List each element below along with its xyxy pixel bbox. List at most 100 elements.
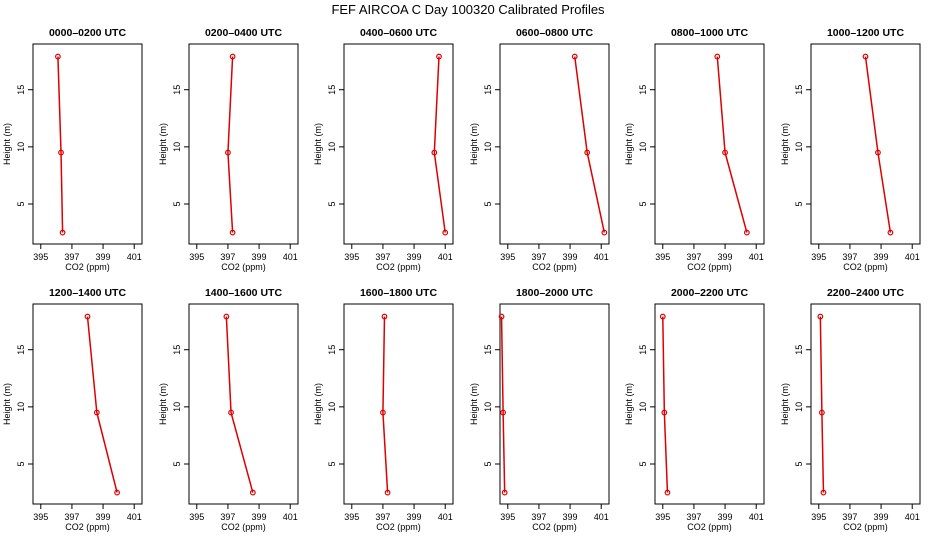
y-tick-label: 15 bbox=[638, 345, 648, 355]
x-tick-label: 397 bbox=[220, 512, 235, 522]
x-tick-label: 401 bbox=[905, 252, 920, 262]
x-tick-label: 395 bbox=[811, 252, 826, 262]
x-tick-label: 399 bbox=[563, 252, 578, 262]
x-tick-label: 397 bbox=[686, 252, 701, 262]
profile-point bbox=[817, 313, 824, 320]
x-tick-label: 399 bbox=[718, 512, 733, 522]
x-axis-label: CO2 (ppm) bbox=[532, 262, 577, 272]
x-tick-label: 397 bbox=[531, 512, 546, 522]
y-tick-label: 15 bbox=[483, 85, 493, 95]
profile-point bbox=[500, 409, 507, 416]
profile-point bbox=[875, 149, 881, 156]
x-tick-label: 401 bbox=[749, 252, 764, 262]
panel-9: 1600–1800 UTC 395 397 399 401 5 10 15 CO2 (ppm) H… bbox=[313, 287, 454, 532]
profile-point bbox=[819, 409, 825, 416]
x-tick-label: 397 bbox=[842, 512, 857, 522]
panel-11: 2000–2200 UTC 395 397 399 401 5 10 15 CO2 (ppm) H… bbox=[624, 287, 765, 532]
panel-title: 1800–2000 UTC bbox=[516, 287, 593, 299]
profile-line bbox=[500, 316, 506, 493]
panel-title: 2000–2200 UTC bbox=[671, 287, 748, 299]
x-tick-label: 395 bbox=[189, 512, 204, 522]
profile-point bbox=[887, 229, 894, 236]
x-tick-label: 395 bbox=[500, 252, 515, 262]
y-tick-label: 10 bbox=[16, 402, 26, 412]
profile-point bbox=[84, 313, 91, 320]
y-axis-label: Height (m) bbox=[469, 123, 479, 165]
y-tick-label: 10 bbox=[172, 402, 182, 412]
panel-title: 0600–0800 UTC bbox=[516, 27, 593, 39]
panel-4: 0600–0800 UTC 395 397 399 401 5 10 15 CO2 (ppm) H… bbox=[469, 27, 610, 272]
y-tick-label: 5 bbox=[638, 461, 648, 466]
profile-point bbox=[661, 409, 668, 416]
x-tick-label: 397 bbox=[220, 252, 235, 262]
plot-frame bbox=[188, 303, 299, 505]
profile-line bbox=[819, 316, 825, 493]
profile-point bbox=[659, 313, 666, 320]
x-tick-label: 397 bbox=[64, 512, 79, 522]
profile-point bbox=[498, 313, 505, 320]
y-axis-label: Height (m) bbox=[780, 123, 790, 165]
plot-frame bbox=[343, 43, 454, 245]
y-tick-label: 5 bbox=[16, 461, 26, 466]
y-tick-label: 10 bbox=[16, 142, 26, 152]
y-tick-label: 15 bbox=[327, 85, 337, 95]
x-axis-label: CO2 (ppm) bbox=[843, 262, 888, 272]
x-tick-label: 395 bbox=[33, 512, 48, 522]
y-tick-label: 5 bbox=[16, 201, 26, 206]
panel-title: 0000–0200 UTC bbox=[49, 27, 126, 39]
x-axis-label: CO2 (ppm) bbox=[532, 522, 577, 532]
y-tick-label: 15 bbox=[172, 85, 182, 95]
x-tick-label: 399 bbox=[252, 252, 267, 262]
x-tick-label: 401 bbox=[594, 512, 609, 522]
y-axis-label: Height (m) bbox=[158, 123, 168, 165]
y-tick-label: 15 bbox=[794, 85, 804, 95]
y-tick-label: 5 bbox=[483, 201, 493, 206]
x-tick-label: 401 bbox=[127, 252, 142, 262]
panel-10: 1800–2000 UTC 395 397 399 401 5 10 15 CO2 (ppm) H… bbox=[469, 287, 610, 532]
x-tick-label: 399 bbox=[96, 252, 111, 262]
x-tick-label: 397 bbox=[686, 512, 701, 522]
y-tick-label: 5 bbox=[172, 461, 182, 466]
profile-line bbox=[716, 56, 748, 233]
figure-title: FEF AIRCOA C Day 100320 Calibrated Profi… bbox=[331, 2, 605, 17]
x-axis-label: CO2 (ppm) bbox=[843, 522, 888, 532]
profile-point bbox=[584, 149, 591, 156]
profile-point bbox=[820, 489, 827, 496]
profile-point bbox=[436, 53, 442, 60]
x-tick-label: 397 bbox=[64, 252, 79, 262]
x-tick-label: 401 bbox=[438, 512, 453, 522]
y-axis-label: Height (m) bbox=[158, 383, 168, 425]
profile-point bbox=[442, 229, 449, 236]
profile-line bbox=[433, 56, 446, 233]
profile-point bbox=[249, 489, 256, 496]
x-tick-label: 397 bbox=[375, 512, 390, 522]
plot-frame bbox=[654, 43, 765, 245]
y-tick-label: 5 bbox=[483, 461, 493, 466]
x-tick-label: 395 bbox=[189, 252, 204, 262]
x-axis-label: CO2 (ppm) bbox=[221, 262, 266, 272]
y-axis-label: Height (m) bbox=[624, 383, 634, 425]
x-tick-label: 399 bbox=[563, 512, 578, 522]
y-tick-label: 5 bbox=[327, 461, 337, 466]
x-tick-label: 395 bbox=[344, 252, 359, 262]
plot-frame bbox=[32, 43, 143, 245]
panel-2: 0200–0400 UTC 395 397 399 401 5 10 15 CO2 (ppm) H… bbox=[158, 27, 299, 272]
x-tick-label: 395 bbox=[344, 512, 359, 522]
x-tick-label: 399 bbox=[96, 512, 111, 522]
profile-line bbox=[662, 316, 669, 493]
panel-title: 0400–0600 UTC bbox=[360, 27, 437, 39]
x-tick-label: 397 bbox=[531, 252, 546, 262]
y-tick-label: 10 bbox=[327, 402, 337, 412]
y-tick-label: 10 bbox=[483, 402, 493, 412]
x-tick-label: 401 bbox=[749, 512, 764, 522]
y-tick-label: 15 bbox=[327, 345, 337, 355]
y-tick-label: 15 bbox=[794, 345, 804, 355]
x-axis-label: CO2 (ppm) bbox=[376, 262, 421, 272]
y-tick-label: 10 bbox=[327, 142, 337, 152]
profile-point bbox=[431, 149, 438, 156]
y-axis-label: Height (m) bbox=[780, 383, 790, 425]
plot-frame bbox=[32, 303, 143, 505]
x-tick-label: 395 bbox=[655, 252, 670, 262]
y-axis-label: Height (m) bbox=[2, 383, 12, 425]
